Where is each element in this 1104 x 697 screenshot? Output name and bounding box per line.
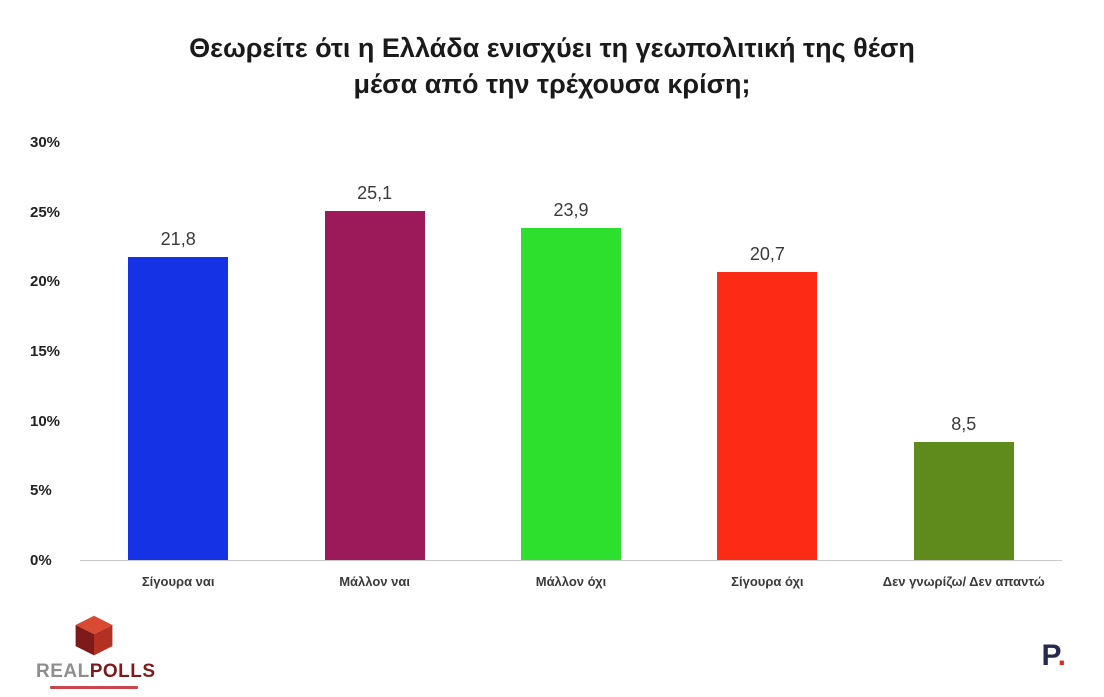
chart-title: Θεωρείτε ότι η Ελλάδα ενισχύει τη γεωπολ… [189,33,915,100]
y-axis: 30% 25% 20% 15% 10% 5% 0% [30,135,80,569]
p-logo-letter: P [1041,639,1058,672]
category-label: Μάλλον όχι [535,574,607,589]
cube-icon [75,615,113,656]
bar-group: 23,9 [473,143,669,560]
logo-polls-text: POLLS [89,661,156,682]
bar-value-label: 25,1 [357,183,393,204]
bar-group: 25,1 [276,143,472,560]
bar-value-label: 23,9 [553,199,589,220]
bar-group: 21,8 [80,143,276,560]
y-tick-label: 15% [30,342,61,360]
bar [717,272,818,560]
y-tick-label: 25% [30,203,61,221]
y-tick-label: 30% [30,134,61,151]
y-tick-label: 5% [30,482,52,500]
bar [520,227,621,560]
bars-row: 21,8 25,1 23,9 20,7 8,5 [80,143,1062,560]
category-label: Μάλλον ναι [339,574,410,589]
plot-area: 21,8 25,1 23,9 20,7 8,5 [80,143,1062,561]
realpolls-logo: REALPOLLS [36,613,155,689]
bar [128,256,229,560]
bar-group: 8,5 [866,143,1062,560]
p-logo: P. [1042,641,1067,671]
p-logo-dot: . [1057,639,1066,672]
y-tick-label: 10% [30,412,61,430]
category-label: Σίγουρα όχι [731,574,804,589]
logo-tagline [50,686,138,689]
bar-value-label: 21,8 [160,228,196,249]
category-label: Σίγουρα ναι [141,574,215,589]
realpolls-wordmark: REALPOLLS [36,661,155,683]
category-label: Δεν γνωρίζω/ Δεν απαντώ [882,574,1045,589]
logo-real-text: REAL [36,661,90,682]
bar-value-label: 20,7 [749,244,785,265]
bar-value-label: 8,5 [951,413,977,434]
bar [324,211,425,560]
x-axis-labels: Σίγουρα ναι Μάλλον ναι Μάλλον όχι Σίγουρα ό… [80,574,1062,589]
y-tick-label: 0% [30,551,52,569]
bar [913,441,1014,560]
y-tick-label: 20% [30,273,61,291]
bar-group: 20,7 [669,143,865,560]
bar-chart: 30% 25% 20% 15% 10% 5% 0% 21,8 25,1 23,9 20,7 8,5 [30,135,1062,569]
